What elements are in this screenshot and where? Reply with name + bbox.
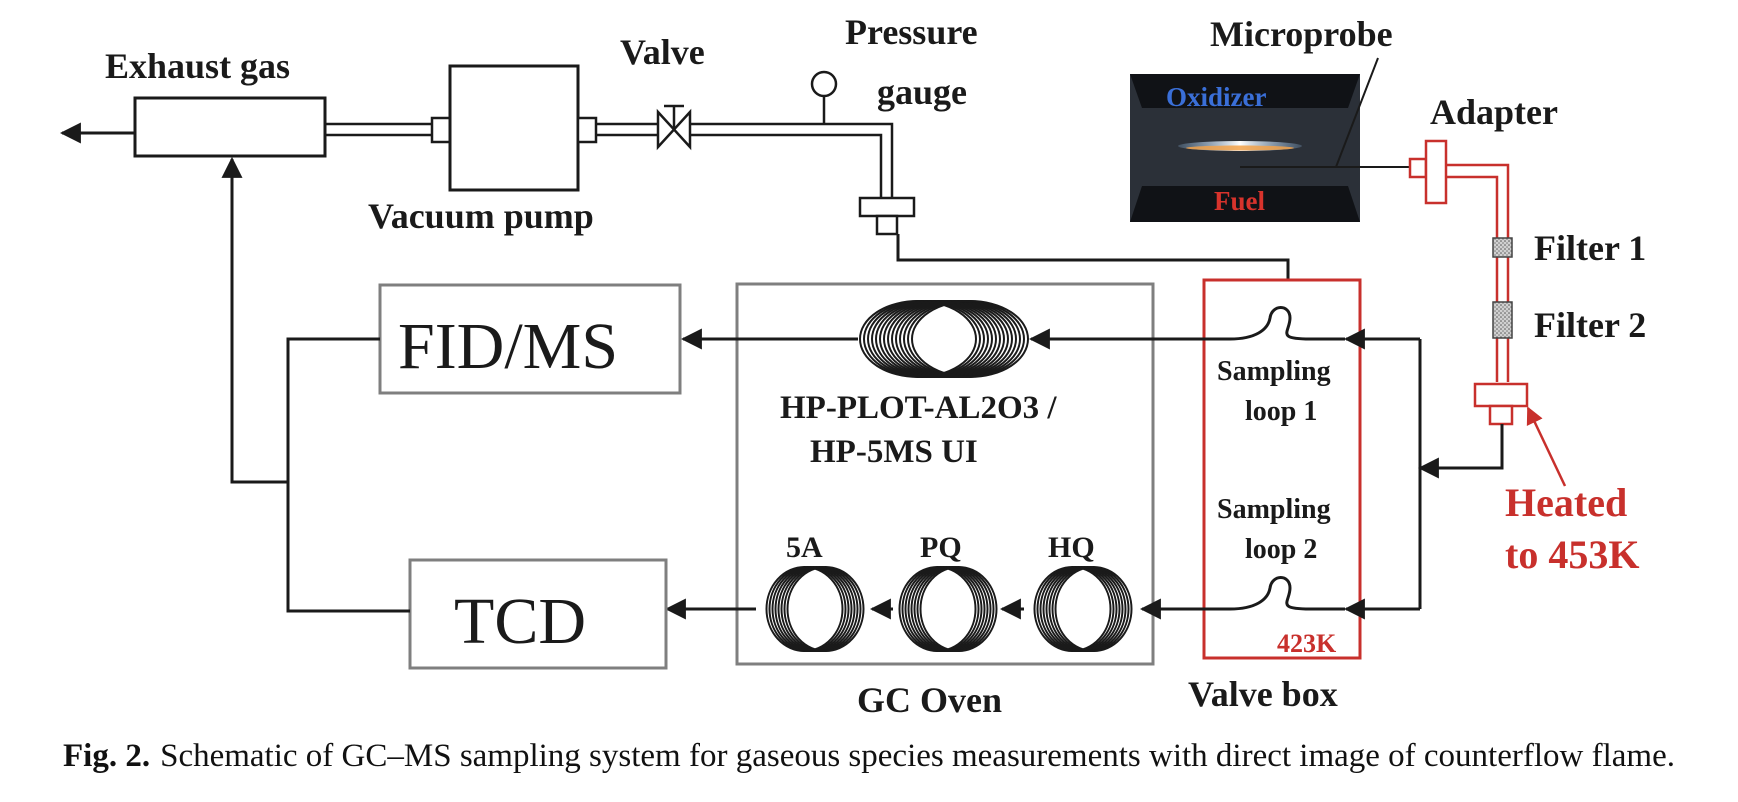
pipe-exhaust-pump: [325, 122, 432, 137]
counterflow-flame-image: [1130, 74, 1360, 222]
heated-label-line2: to 453K: [1505, 532, 1639, 577]
sampling-loop1-label-line2: loop 1: [1245, 396, 1317, 427]
sampling-loop2-label-line2: loop 2: [1245, 534, 1317, 565]
fuel-label: Fuel: [1214, 186, 1265, 216]
pressure-gauge-label-line2: gauge: [877, 72, 967, 112]
line-connector-valvebox: [896, 234, 1290, 280]
microprobe-line: [1240, 57, 1410, 168]
pressure-gauge-label-line1: Pressure: [845, 12, 978, 52]
column-pq-icon: [898, 566, 998, 652]
gc-oven-box: [735, 282, 1155, 666]
heated-pointer: [1526, 406, 1567, 487]
adapter-icon: [1408, 139, 1448, 205]
heated-label-line1: Heated: [1505, 480, 1627, 525]
lower-adapter-icon: [1473, 382, 1529, 426]
figure-caption-label: Fig. 2.: [63, 738, 151, 774]
column-5a-label: 5A: [786, 531, 823, 564]
column-label-line1: HP-PLOT-AL2O3 /: [780, 390, 1057, 426]
vacuum-pump-label: Vacuum pump: [368, 196, 594, 236]
filter2-label: Filter 2: [1534, 305, 1646, 345]
valve-box-label: Valve box: [1188, 674, 1338, 714]
column-label-line2: HP-5MS UI: [810, 434, 978, 470]
column-5a-icon: [765, 566, 865, 652]
exhaust-gas-label: Exhaust gas: [105, 46, 290, 86]
connector-flange: [858, 188, 916, 236]
adapter-label: Adapter: [1430, 92, 1558, 132]
column-hq-label: HQ: [1048, 531, 1095, 564]
valve-icon: [656, 104, 692, 151]
gc-ms-schematic: Exhaust gas Vacuum pump Valve Pressure g…: [59, 12, 1646, 720]
filter2-icon: [1492, 301, 1513, 339]
heated-transfer-line: [1446, 163, 1510, 382]
sampling-loop2-label-line1: Sampling: [1217, 494, 1331, 525]
pump-right-port: [576, 116, 598, 144]
pump-left-port: [430, 116, 452, 144]
fid-ms-label: FID/MS: [398, 310, 618, 383]
pressure-gauge-icon: [810, 70, 838, 124]
figure-caption: Fig. 2. Schematic of GC–MS sampling syste…: [0, 738, 1738, 788]
valve-label: Valve: [620, 32, 705, 72]
pipe-valve-gauge: [690, 122, 894, 188]
line-right-manifold: [1343, 328, 1422, 620]
gc-oven-label: GC Oven: [857, 680, 1002, 720]
exhaust-gas-box: [133, 96, 327, 158]
oxidizer-label: Oxidizer: [1166, 82, 1266, 112]
figure-caption-text: Schematic of GC–MS sampling system for g…: [160, 738, 1675, 774]
tcd-box: [408, 558, 668, 670]
sampling-loop1-label-line1: Sampling: [1217, 356, 1331, 387]
line-adapter-valvebox: [1417, 424, 1504, 479]
filter1-label: Filter 1: [1534, 228, 1646, 268]
sampling-loop1-icon: [1229, 306, 1345, 341]
tcd-label: TCD: [454, 585, 586, 658]
valve-box: [1202, 278, 1362, 660]
filter1-icon: [1492, 237, 1513, 258]
valve-box-temp-label: 423K: [1277, 629, 1337, 658]
line-detectors-exhaust: [230, 160, 410, 613]
capillary-column-icon: [859, 300, 1029, 378]
column-pq-label: PQ: [920, 531, 962, 564]
sampling-loop2-icon: [1229, 576, 1345, 611]
microprobe-label: Microprobe: [1210, 14, 1393, 54]
pipe-pump-valve: [596, 122, 658, 137]
column-hq-icon: [1033, 566, 1133, 652]
fid-ms-box: [378, 283, 682, 395]
vacuum-pump-box: [448, 64, 580, 192]
